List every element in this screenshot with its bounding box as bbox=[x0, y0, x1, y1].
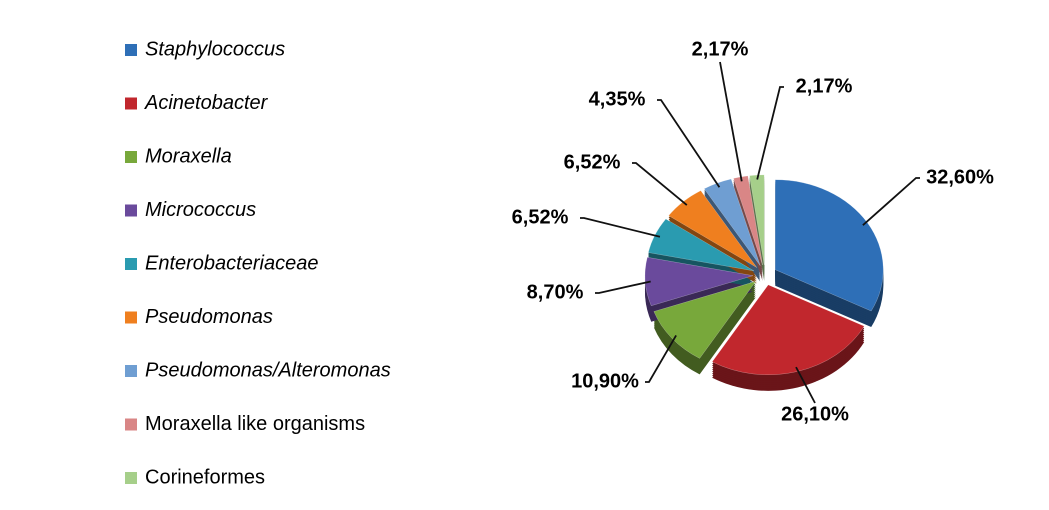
legend-swatch bbox=[125, 365, 137, 377]
legend-label: Pseudomonas/Alteromonas bbox=[145, 359, 391, 381]
data-label: 2,17% bbox=[796, 75, 853, 97]
legend-swatch bbox=[125, 258, 137, 270]
legend-label: Staphylococcus bbox=[145, 38, 285, 60]
legend-swatch bbox=[125, 472, 137, 484]
slice bbox=[749, 174, 765, 265]
data-label: 4,35% bbox=[589, 88, 646, 110]
legend-label: Moraxella like organisms bbox=[145, 413, 365, 435]
legend-swatch bbox=[125, 97, 137, 110]
legend-label: Pseudomonas bbox=[145, 306, 273, 328]
legend-swatch bbox=[125, 418, 137, 431]
slice-side bbox=[733, 177, 763, 268]
legend-label: Corineformes bbox=[145, 466, 265, 488]
data-label: 6,52% bbox=[564, 151, 621, 173]
legend-label: Moraxella bbox=[145, 145, 232, 167]
legend-label: Micrococcus bbox=[145, 199, 256, 221]
legend-label: Enterobacteriaceae bbox=[145, 252, 318, 274]
leader-line bbox=[632, 162, 688, 206]
slice-side bbox=[733, 183, 763, 274]
data-label: 26,10% bbox=[781, 403, 849, 425]
leader-line bbox=[756, 86, 784, 180]
leader-line bbox=[862, 177, 920, 226]
leader-line bbox=[645, 334, 677, 383]
leader-line bbox=[595, 280, 651, 294]
legend-swatch bbox=[125, 44, 137, 56]
leader-line bbox=[657, 99, 721, 188]
data-label: 2,17% bbox=[692, 38, 749, 60]
data-label: 8,70% bbox=[527, 281, 584, 303]
slice bbox=[653, 280, 757, 359]
data-label: 10,90% bbox=[571, 370, 639, 392]
legend-swatch bbox=[125, 311, 137, 324]
data-label: 32,60% bbox=[926, 166, 994, 188]
legend-swatch bbox=[125, 151, 137, 163]
slice-side bbox=[733, 181, 763, 272]
leader-line bbox=[795, 366, 816, 404]
legend-swatch bbox=[125, 204, 137, 217]
leader-line bbox=[719, 61, 743, 182]
data-label: 6,52% bbox=[512, 206, 569, 228]
leader-line bbox=[580, 217, 661, 238]
pie-tops bbox=[644, 174, 884, 376]
slice-side bbox=[733, 179, 763, 270]
legend-label: Acinetobacter bbox=[144, 92, 269, 114]
slice bbox=[774, 179, 884, 312]
